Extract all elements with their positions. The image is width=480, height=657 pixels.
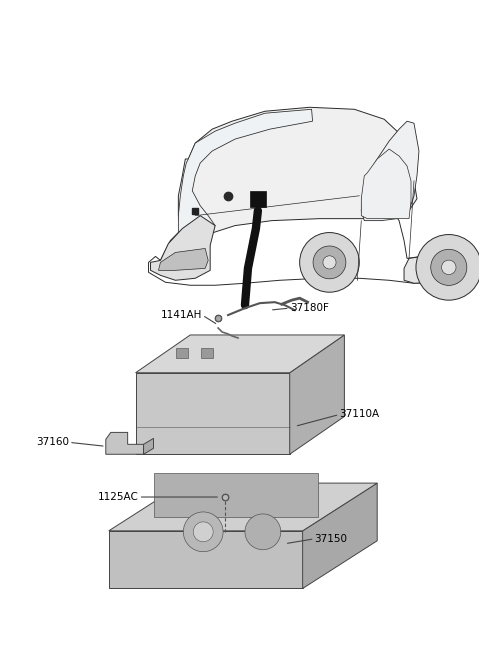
Polygon shape	[136, 335, 344, 373]
Polygon shape	[179, 107, 417, 260]
Polygon shape	[106, 432, 144, 454]
Polygon shape	[144, 438, 154, 454]
Polygon shape	[151, 215, 215, 281]
Polygon shape	[176, 348, 188, 358]
Text: 1141AH: 1141AH	[161, 310, 202, 320]
Circle shape	[313, 246, 346, 279]
Polygon shape	[158, 248, 208, 270]
Polygon shape	[361, 121, 419, 221]
Polygon shape	[201, 348, 213, 358]
Text: 37150: 37150	[314, 533, 348, 544]
Circle shape	[323, 256, 336, 269]
Polygon shape	[148, 194, 464, 285]
Text: 37110A: 37110A	[339, 409, 380, 420]
Polygon shape	[109, 531, 302, 589]
Polygon shape	[302, 483, 377, 589]
Circle shape	[245, 514, 281, 550]
Circle shape	[193, 522, 213, 542]
Polygon shape	[361, 149, 411, 219]
Polygon shape	[290, 335, 344, 454]
Polygon shape	[154, 473, 318, 517]
Text: 37160: 37160	[36, 438, 69, 447]
Text: 37180F: 37180F	[290, 303, 329, 313]
Circle shape	[431, 249, 467, 285]
Polygon shape	[404, 252, 461, 283]
Circle shape	[416, 235, 480, 300]
Polygon shape	[109, 483, 377, 531]
Circle shape	[300, 233, 360, 292]
Text: 1125AC: 1125AC	[98, 492, 139, 502]
Polygon shape	[136, 373, 290, 454]
Circle shape	[183, 512, 223, 552]
Polygon shape	[179, 109, 312, 260]
Circle shape	[442, 260, 456, 275]
Polygon shape	[250, 191, 266, 207]
